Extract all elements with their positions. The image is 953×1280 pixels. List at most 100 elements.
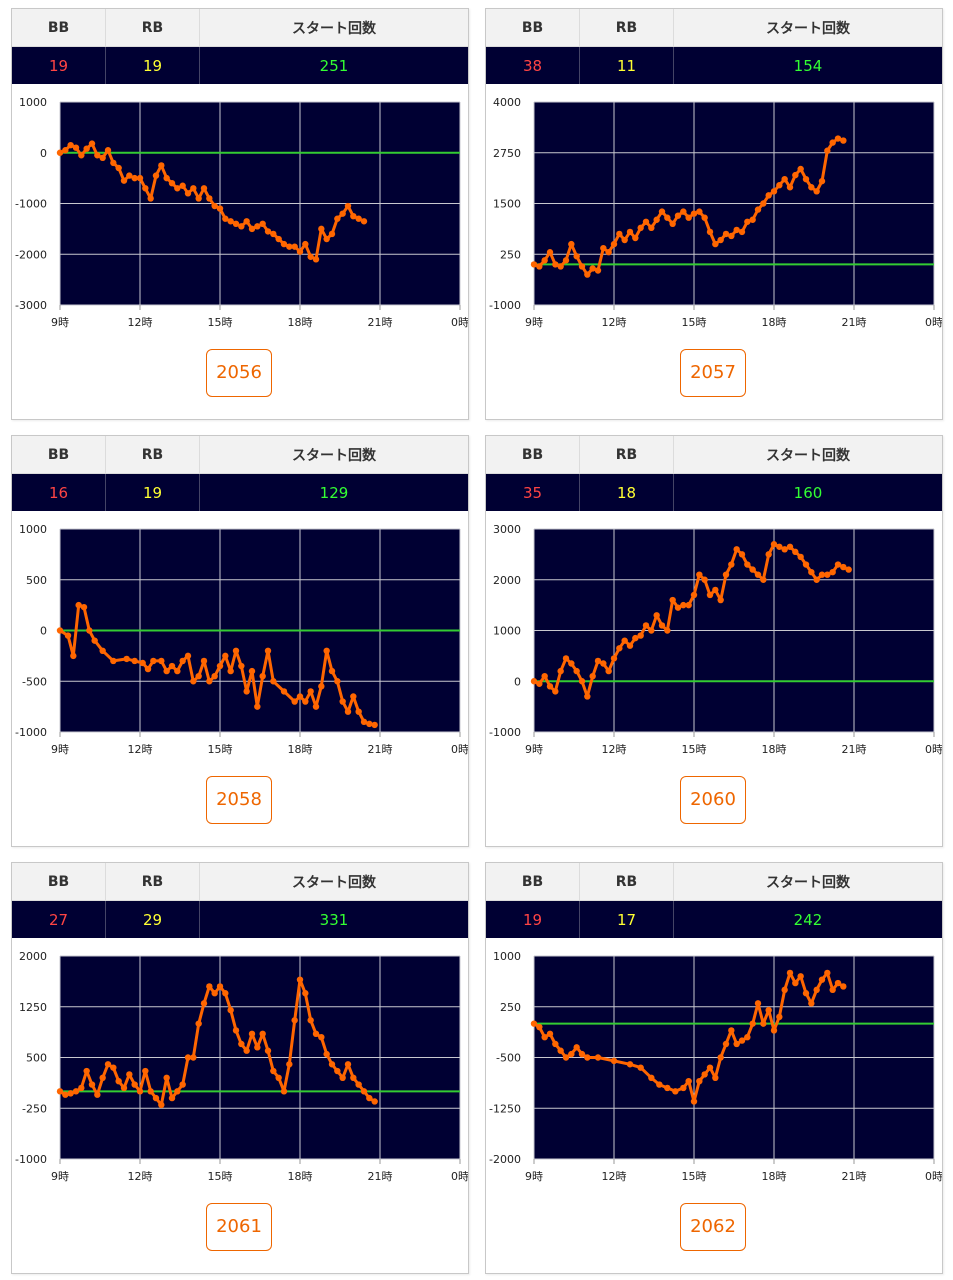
bb-header: BB <box>12 863 106 901</box>
x-tick-label: 21時 <box>842 316 867 329</box>
data-point <box>786 184 794 191</box>
data-point <box>530 261 538 268</box>
data-point <box>152 172 160 179</box>
data-point <box>307 1017 314 1024</box>
machine-number-button[interactable]: 2058 <box>206 776 272 824</box>
data-point <box>179 657 186 665</box>
data-point <box>147 195 154 202</box>
data-point <box>248 1030 256 1038</box>
data-point <box>184 1054 192 1061</box>
y-tick-label: -500 <box>22 675 47 688</box>
y-tick-label: 2750 <box>493 147 521 160</box>
data-point <box>334 215 341 222</box>
data-point <box>264 228 272 235</box>
y-tick-label: 3000 <box>493 523 521 536</box>
x-tick-label: 15時 <box>208 1170 233 1183</box>
data-point <box>99 154 106 162</box>
data-point <box>648 627 655 634</box>
data-point <box>664 214 671 221</box>
x-tick-label: 18時 <box>288 743 313 756</box>
data-point <box>174 1088 181 1095</box>
data-point <box>818 976 826 983</box>
data-point <box>728 232 735 240</box>
start-header: スタート回数 <box>673 863 942 901</box>
x-tick-label: 0時 <box>451 1170 468 1183</box>
data-point <box>328 667 336 675</box>
data-point <box>754 1000 762 1007</box>
data-point <box>307 253 314 260</box>
data-point <box>594 1054 602 1061</box>
y-tick-label: 0 <box>514 675 521 688</box>
data-point <box>541 257 548 264</box>
data-point <box>733 546 740 553</box>
data-point <box>174 185 181 192</box>
data-point <box>536 1023 543 1031</box>
data-point <box>808 184 815 191</box>
data-point <box>605 667 612 675</box>
machine-number-button[interactable]: 2060 <box>680 776 746 824</box>
machine-number-button[interactable]: 2061 <box>206 1203 272 1251</box>
machine-number-button[interactable]: 2056 <box>206 349 272 397</box>
data-point <box>67 141 74 149</box>
x-tick-label: 21時 <box>368 316 393 329</box>
start-count: 251 <box>199 46 468 84</box>
data-point <box>536 680 543 687</box>
data-point <box>83 145 90 152</box>
data-point <box>696 208 703 215</box>
data-point <box>254 703 261 710</box>
machine-card-2062: BB RB スタート回数 19 17 242 1000 250 -500 -1250 -… <box>485 862 943 1274</box>
data-point <box>264 647 272 654</box>
data-point <box>238 662 245 670</box>
data-point <box>238 1040 245 1048</box>
data-point <box>637 224 644 232</box>
data-point <box>653 216 660 223</box>
data-point <box>115 164 122 172</box>
data-point <box>541 1034 548 1041</box>
data-point <box>637 632 644 639</box>
x-tick-label: 0時 <box>925 316 942 329</box>
data-point <box>840 983 847 990</box>
data-point <box>88 140 96 147</box>
stats-table: BB RB スタート回数 19 19 251 <box>12 9 468 84</box>
data-point <box>206 195 213 202</box>
data-point <box>845 566 852 573</box>
data-point <box>70 652 77 660</box>
data-point <box>344 202 352 210</box>
data-point <box>75 601 82 609</box>
data-point <box>72 144 80 151</box>
x-tick-label: 12時 <box>128 316 153 329</box>
data-point <box>669 220 676 227</box>
data-point <box>56 1088 64 1095</box>
data-point <box>94 152 101 159</box>
data-point <box>211 990 218 997</box>
data-point <box>307 688 314 695</box>
data-point <box>195 1020 202 1027</box>
data-point <box>144 665 152 673</box>
data-point <box>637 1064 644 1071</box>
data-point <box>56 627 64 634</box>
data-point <box>222 990 229 997</box>
bb-count: 38 <box>486 46 580 84</box>
y-tick-label: -1000 <box>489 726 521 739</box>
data-point <box>163 1074 170 1081</box>
data-point <box>104 147 112 154</box>
data-point <box>712 240 719 248</box>
data-point <box>546 249 554 256</box>
machine-number-button[interactable]: 2062 <box>680 1203 746 1251</box>
data-point <box>78 1084 85 1092</box>
data-point <box>712 586 719 594</box>
machine-number-button[interactable]: 2057 <box>680 349 746 397</box>
x-tick-label: 9時 <box>51 743 69 756</box>
data-point <box>206 983 213 990</box>
slump-chart: 3000 2000 1000 0 -1000 9時 12時 15時 18時 21時 0時 <box>489 523 942 756</box>
x-tick-label: 0時 <box>925 1170 942 1183</box>
data-point <box>302 990 309 997</box>
data-point <box>717 236 724 244</box>
data-point <box>584 1054 591 1061</box>
y-tick-label: 250 <box>500 248 521 261</box>
stats-table: BB RB スタート回数 38 11 154 <box>486 9 942 84</box>
data-point <box>648 1074 655 1081</box>
data-point <box>254 1044 261 1051</box>
data-point <box>594 267 602 274</box>
x-tick-label: 18時 <box>762 316 787 329</box>
